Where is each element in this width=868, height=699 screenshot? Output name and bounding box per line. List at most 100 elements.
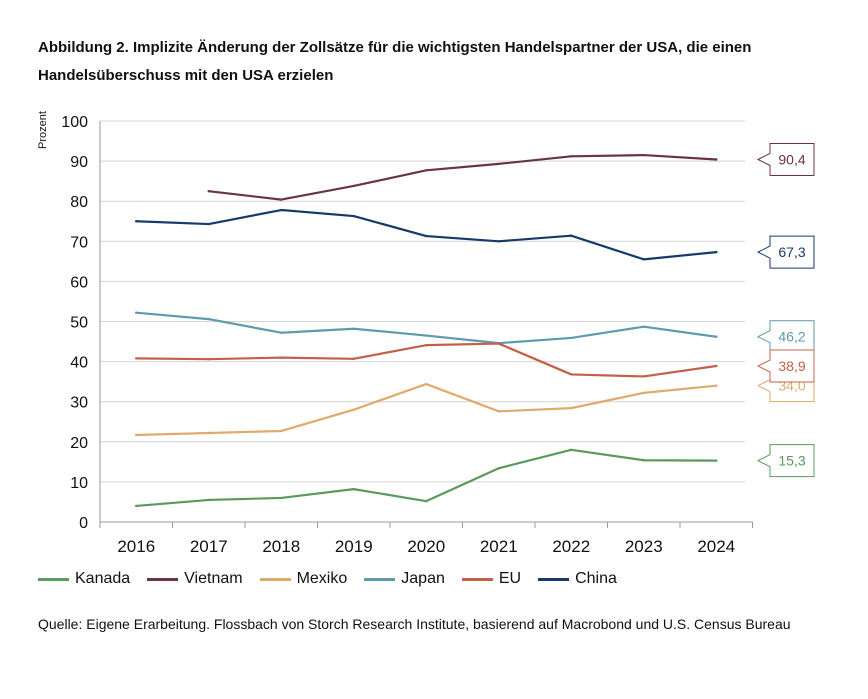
y-tick-label: 30 bbox=[70, 395, 88, 412]
end-label-box-china bbox=[756, 235, 815, 269]
end-label-vietnam: 90,4 bbox=[778, 151, 805, 167]
data-point-japan bbox=[135, 311, 138, 314]
x-tick-label: 2023 bbox=[625, 537, 663, 556]
legend-item-japan: Japan bbox=[364, 570, 445, 588]
series-line-japan bbox=[135, 311, 718, 345]
data-point-mexiko bbox=[352, 408, 355, 411]
data-point-kanada bbox=[642, 459, 645, 462]
data-point-eu bbox=[570, 373, 573, 376]
series-lines bbox=[135, 153, 718, 508]
x-tick-label: 2024 bbox=[697, 537, 735, 556]
legend-label: EU bbox=[498, 570, 522, 587]
data-point-vietnam bbox=[280, 198, 283, 201]
end-label-eu: 38,9 bbox=[778, 358, 805, 374]
data-point-japan bbox=[715, 335, 718, 338]
end-label-box-vietnam bbox=[756, 142, 815, 176]
series-line-kanada bbox=[135, 448, 718, 508]
data-point-eu bbox=[715, 364, 718, 368]
data-point-eu bbox=[280, 356, 283, 359]
data-point-china bbox=[135, 220, 138, 223]
legend-label: Kanada bbox=[75, 570, 131, 587]
data-point-eu bbox=[135, 357, 138, 360]
data-point-mexiko bbox=[570, 406, 573, 410]
data-point-mexiko bbox=[207, 431, 210, 435]
legend-swatch bbox=[538, 577, 570, 581]
data-point-mexiko bbox=[497, 410, 500, 413]
legend-swatch bbox=[259, 577, 291, 581]
y-tick-label: 60 bbox=[70, 274, 88, 291]
data-point-kanada bbox=[135, 504, 138, 508]
data-point-kanada bbox=[497, 467, 500, 470]
data-point-kanada bbox=[207, 498, 210, 502]
x-tick-label: 2020 bbox=[407, 537, 445, 556]
y-axis: 0 10 20 30 40 50 60 70 80 90 100 Prozent bbox=[37, 111, 101, 532]
data-point-japan bbox=[642, 325, 645, 328]
end-label-japan: 46,2 bbox=[778, 329, 805, 345]
legend-label: Japan bbox=[401, 570, 445, 587]
data-point-japan bbox=[352, 327, 355, 330]
y-tick-label: 0 bbox=[79, 515, 88, 532]
x-tick-label: 2018 bbox=[262, 537, 300, 556]
data-point-eu bbox=[425, 343, 428, 347]
legend-item-vietnam: Vietnam bbox=[147, 570, 243, 588]
data-point-china bbox=[497, 240, 500, 243]
legend-swatch bbox=[461, 577, 493, 581]
y-tick-label: 40 bbox=[70, 355, 88, 372]
data-point-eu bbox=[207, 357, 210, 361]
data-point-kanada bbox=[570, 448, 573, 452]
data-point-eu bbox=[352, 357, 355, 360]
legend-swatch bbox=[38, 577, 69, 581]
data-point-china bbox=[642, 258, 645, 261]
data-point-kanada bbox=[352, 487, 355, 491]
data-point-china bbox=[280, 208, 283, 212]
y-axis-label: Prozent bbox=[37, 111, 49, 149]
legend-label: Vietnam bbox=[184, 570, 243, 587]
y-tick-label: 90 bbox=[70, 154, 88, 171]
end-label-box-kanada bbox=[756, 444, 815, 478]
end-label-box-japan bbox=[756, 320, 815, 354]
data-point-kanada bbox=[425, 499, 428, 503]
y-tick-label: 20 bbox=[70, 435, 88, 452]
source-note: Quelle: Eigene Erarbeitung. Flossbach vo… bbox=[38, 616, 791, 632]
data-point-japan bbox=[570, 336, 573, 340]
data-point-china bbox=[570, 234, 573, 237]
end-label-china: 67,3 bbox=[778, 244, 805, 260]
data-point-china bbox=[425, 234, 428, 238]
data-point-kanada bbox=[280, 496, 283, 500]
data-point-mexiko bbox=[715, 384, 718, 387]
data-point-vietnam bbox=[425, 169, 428, 172]
data-point-china bbox=[207, 222, 210, 226]
legend-label: China bbox=[575, 570, 617, 587]
legend-item-china: China bbox=[538, 570, 617, 588]
legend-item-kanada: Kanada bbox=[38, 570, 130, 588]
data-point-china bbox=[715, 250, 718, 254]
x-tick-label: 2021 bbox=[480, 537, 518, 556]
y-tick-label: 50 bbox=[70, 315, 88, 332]
end-labels: 15,390,434,046,238,967,3 bbox=[756, 142, 815, 478]
data-point-vietnam bbox=[570, 155, 573, 158]
series-line-china bbox=[135, 208, 718, 261]
x-axis: 2016 2017 2018 2019 2020 2021 2022 2023 2024 bbox=[99, 521, 753, 556]
grid-lines bbox=[100, 120, 745, 523]
data-point-vietnam bbox=[207, 189, 210, 193]
legend-swatch bbox=[147, 577, 179, 581]
y-tick-label: 100 bbox=[61, 114, 88, 131]
data-point-japan bbox=[207, 317, 210, 321]
data-point-mexiko bbox=[280, 429, 283, 433]
legend: Kanada Vietnam Mexiko Japan EU China bbox=[38, 570, 634, 588]
data-point-vietnam bbox=[642, 153, 645, 157]
end-label-kanada: 15,3 bbox=[778, 453, 805, 469]
y-tick-label: 70 bbox=[70, 234, 88, 251]
data-point-japan bbox=[280, 331, 283, 334]
data-point-vietnam bbox=[352, 184, 355, 188]
x-tick-label: 2019 bbox=[335, 537, 373, 556]
legend-item-mexiko: Mexiko bbox=[259, 570, 348, 588]
y-tick-label: 10 bbox=[70, 475, 88, 492]
legend-swatch bbox=[364, 577, 396, 581]
end-label-box-eu bbox=[756, 349, 815, 383]
data-point-vietnam bbox=[497, 162, 500, 166]
legend-label: Mexiko bbox=[296, 570, 348, 587]
series-line-vietnam bbox=[207, 153, 718, 201]
data-point-vietnam bbox=[715, 158, 718, 161]
legend-item-eu: EU bbox=[461, 570, 522, 588]
